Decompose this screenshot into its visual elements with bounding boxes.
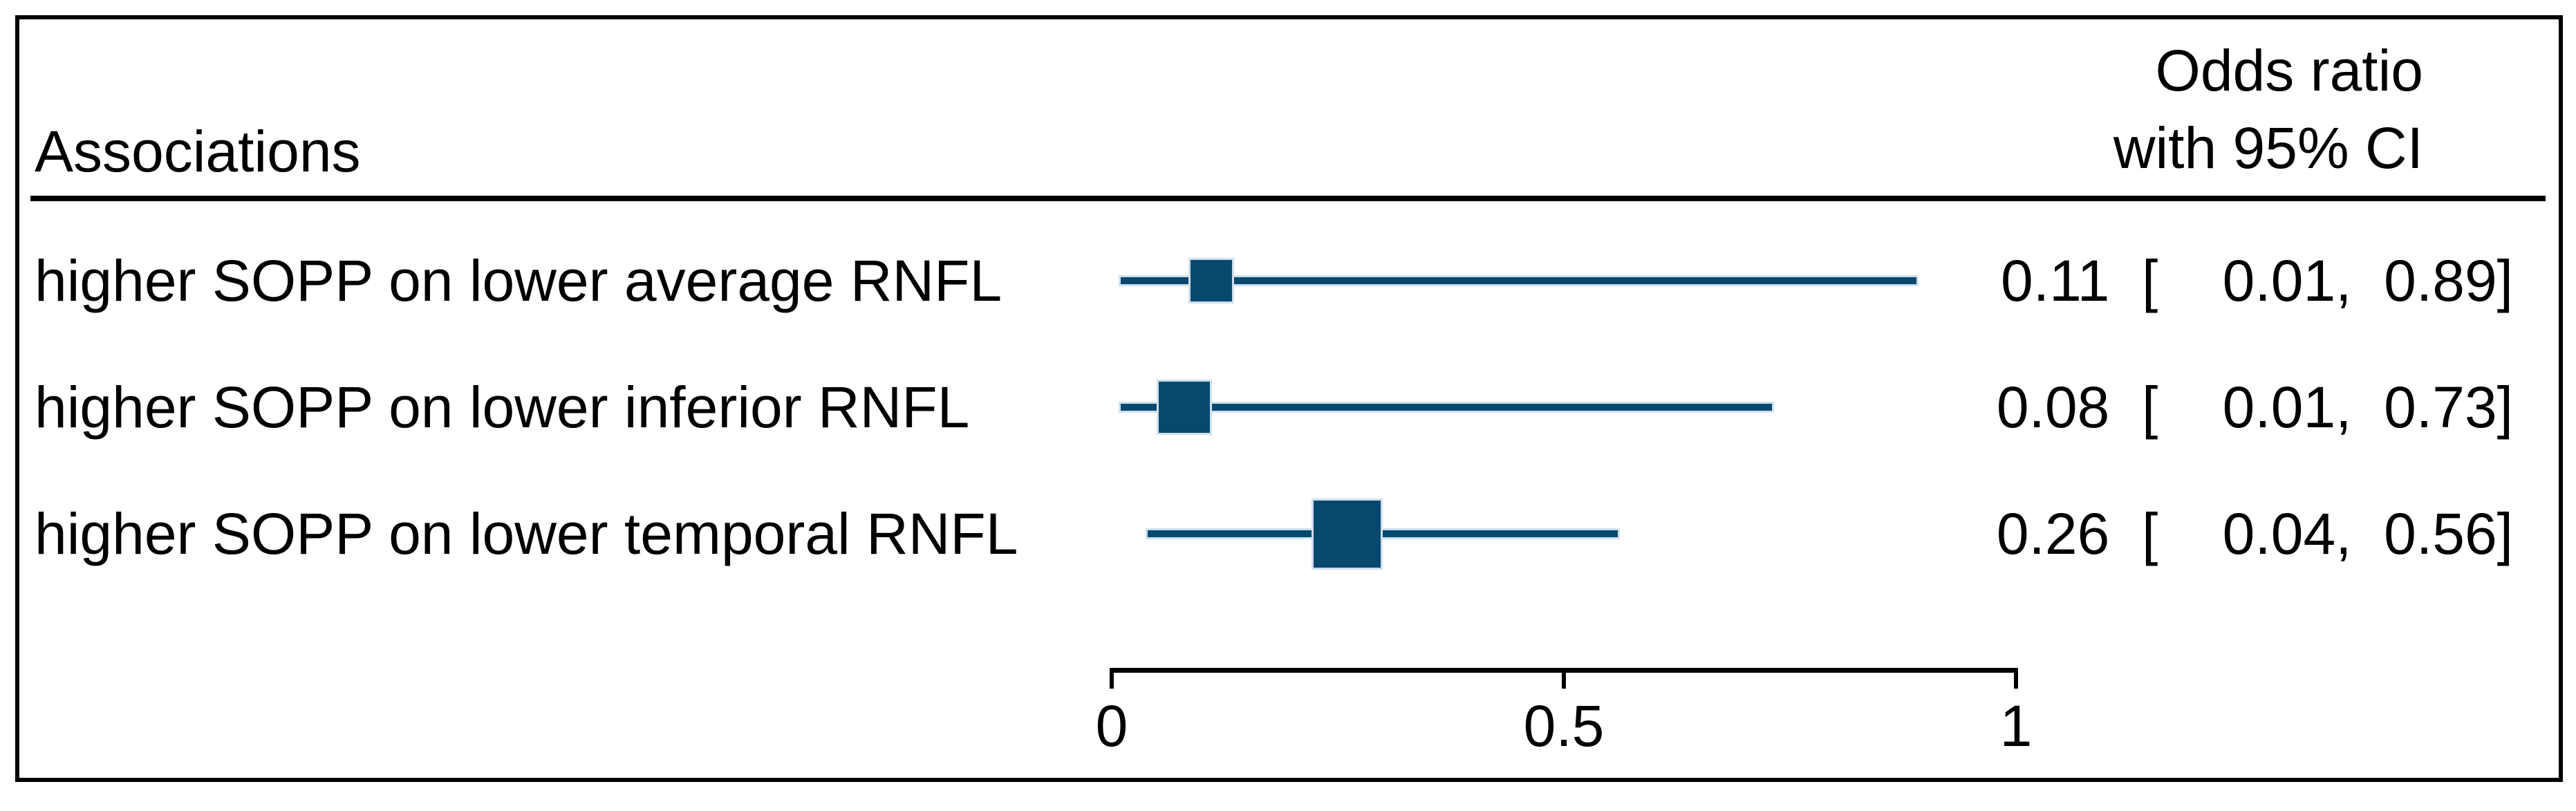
odds-ratio-marker-row-0 — [1190, 260, 1232, 301]
figure-border-frame — [15, 15, 2563, 782]
column-header-odds-ratio: Odds ratio with 95% CI — [2113, 32, 2423, 187]
ci-line-row-0 — [1121, 277, 1917, 284]
row-label-inferior-rnfl: higher SOPP on lower inferior RNFL — [35, 375, 970, 440]
header-underline — [30, 196, 2546, 201]
ci-line-row-2 — [1148, 530, 1618, 537]
odds-ratio-header-line1: Odds ratio — [2155, 38, 2423, 103]
odds-ratio-marker-row-2 — [1313, 500, 1381, 568]
x-axis-tick-label-0: 0 — [1095, 693, 1128, 758]
row-value-inferior-rnfl: 0.08 [ 0.01, 0.73] — [1996, 375, 2513, 440]
row-value-average-rnfl: 0.11 [ 0.01, 0.89] — [2001, 248, 2513, 313]
row-label-temporal-rnfl: higher SOPP on lower temporal RNFL — [35, 501, 1018, 566]
odds-ratio-marker-row-1 — [1158, 382, 1210, 433]
x-axis-tick-label-1: 1 — [1999, 693, 2033, 758]
x-axis-tick-0.5 — [1562, 668, 1566, 689]
odds-ratio-header-line2: with 95% CI — [2113, 115, 2423, 180]
row-value-temporal-rnfl: 0.26 [ 0.04, 0.56] — [1996, 501, 2513, 566]
x-axis-tick-label-0.5: 0.5 — [1523, 693, 1605, 758]
ci-line-row-1 — [1121, 404, 1772, 411]
x-axis-tick-0 — [1110, 668, 1114, 689]
column-header-associations: Associations — [35, 119, 361, 184]
x-axis-tick-1 — [2014, 668, 2018, 689]
row-label-average-rnfl: higher SOPP on lower average RNFL — [35, 248, 1002, 313]
